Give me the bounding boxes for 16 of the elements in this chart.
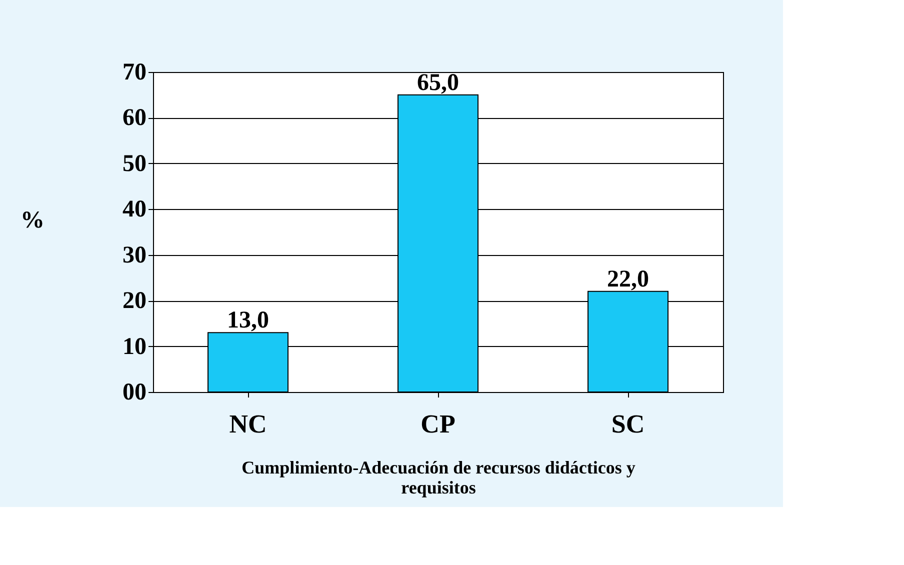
y-tick-label: 70: [122, 60, 146, 86]
y-tick-label: 10: [122, 334, 146, 360]
data-label: 13,0: [227, 308, 269, 334]
y-tick-label: 20: [122, 288, 146, 314]
y-tick-label: 40: [122, 196, 146, 223]
y-tick-label: 00: [122, 380, 146, 406]
data-label: 65,0: [417, 70, 459, 96]
x-tick-label: NC: [229, 410, 267, 438]
x-tick-label: SC: [611, 410, 645, 438]
y-tick-label: 50: [122, 150, 146, 177]
y-axis-title: %: [20, 208, 44, 234]
y-tick-label: 30: [122, 242, 146, 268]
x-axis-title: Cumplimiento-Adecuación de recursos didácticos y requisitos: [242, 458, 636, 498]
data-label: 22,0: [607, 266, 649, 292]
x-tick-label: CP: [420, 410, 456, 438]
y-tick-label: 60: [122, 105, 146, 132]
